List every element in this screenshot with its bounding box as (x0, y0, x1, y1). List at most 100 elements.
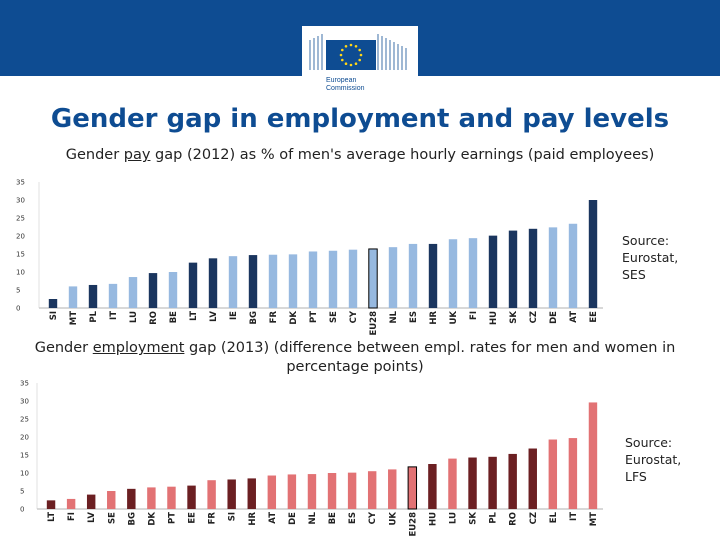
bar-fr (207, 480, 216, 509)
category-label: PL (489, 511, 499, 523)
bar-cy (367, 471, 377, 509)
category-label: UK (449, 311, 459, 325)
bar-se (107, 491, 116, 509)
category-label: LU (129, 311, 139, 323)
bar-lt (46, 500, 56, 509)
bar-hr (247, 478, 256, 509)
flag-stars-icon (339, 43, 363, 67)
bar-el (548, 439, 558, 509)
bar-pt (308, 251, 318, 308)
bar-pl (488, 456, 497, 509)
y-tick-label: 5 (16, 287, 20, 295)
bar-nl (388, 247, 398, 308)
bar-lt (188, 262, 198, 308)
bar-dk (147, 487, 156, 509)
bar-pl (88, 284, 98, 308)
category-label: SK (509, 311, 519, 324)
bar-fr (268, 254, 278, 308)
category-label: BE (169, 311, 179, 323)
category-label: SE (107, 512, 117, 524)
chart2-title-underlined: employment (92, 340, 185, 356)
category-label: EU28 (408, 512, 418, 537)
bar-hu (428, 464, 437, 509)
bar-es (408, 243, 418, 308)
bar-lu (448, 458, 457, 509)
bar-it (568, 438, 578, 509)
bar-eu28 (407, 466, 418, 510)
y-tick-label: 10 (20, 470, 29, 478)
bar-hr (428, 243, 438, 308)
slide-title: Gender gap in employment and pay levels (50, 104, 670, 134)
source-line: Eurostat, (622, 250, 679, 265)
category-label: FI (67, 512, 77, 521)
category-label: DK (289, 311, 299, 325)
chart2-title-post: gap (2013) (difference between empl. rat… (184, 340, 676, 375)
category-label: IT (569, 512, 579, 521)
bar-be (327, 473, 337, 509)
bar-it (108, 283, 118, 308)
category-label: DK (147, 512, 157, 526)
chart2-source: Source: Eurostat, LFS (625, 434, 705, 485)
bar-mt (68, 286, 78, 308)
category-label: ES (348, 512, 358, 524)
logo-line1: European (326, 77, 356, 84)
category-label: DE (288, 512, 298, 525)
category-label: SI (228, 512, 238, 521)
source-line: Source: (622, 233, 670, 248)
bar-si (227, 479, 236, 509)
source-line: LFS (625, 469, 647, 484)
category-label: HR (429, 311, 439, 325)
bar-ro (148, 273, 158, 308)
chart1-title: Gender pay gap (2012) as % of men's aver… (0, 147, 720, 163)
category-label: CY (349, 310, 359, 323)
bar-uk (448, 239, 458, 308)
building-icon (309, 34, 407, 70)
category-label: IT (109, 311, 119, 320)
category-label: LV (209, 311, 219, 322)
bar-sk (468, 457, 477, 509)
category-label: RO (149, 311, 159, 325)
category-label: PT (167, 512, 177, 524)
y-tick-label: 5 (20, 488, 24, 496)
bar-be (168, 272, 178, 308)
logo-line2: Commission (326, 85, 365, 92)
bar-mt (588, 402, 598, 509)
bar-nl (307, 474, 317, 509)
bar-sk (508, 230, 518, 308)
logo-graphic: European Commission (309, 34, 407, 92)
category-label: ES (409, 311, 419, 323)
bar-es (347, 472, 357, 509)
category-label: CZ (529, 512, 539, 524)
category-label: AT (268, 512, 278, 524)
source-line: Eurostat, (625, 452, 682, 467)
y-tick-label: 15 (16, 251, 25, 259)
category-label: NL (308, 511, 318, 524)
y-tick-label: 35 (16, 179, 25, 187)
category-label: SK (469, 512, 479, 525)
y-tick-label: 25 (20, 416, 29, 424)
category-label: SI (49, 311, 59, 320)
chart1-title-pre: Gender (65, 147, 124, 163)
category-label: NL (389, 310, 399, 323)
bar-ro (508, 453, 517, 509)
category-label: LT (189, 311, 199, 321)
category-label: EE (589, 311, 599, 323)
bar-ee (588, 200, 598, 308)
bar-cy (348, 249, 358, 308)
source-line: SES (622, 267, 646, 282)
chart1-title-post: gap (2012) as % of men's average hourly … (150, 147, 655, 163)
bar-ee (187, 485, 196, 509)
bar-hu (488, 235, 498, 308)
bar-lu (128, 277, 138, 308)
bar-de (548, 227, 558, 308)
y-tick-label: 15 (20, 452, 29, 460)
category-label: FR (208, 512, 218, 525)
category-label: LV (87, 512, 97, 523)
category-label: CZ (529, 311, 539, 323)
category-label: BG (127, 512, 137, 525)
category-label: PT (309, 311, 319, 323)
chart2-title-pre: Gender (34, 340, 93, 356)
category-label: EL (549, 511, 559, 523)
